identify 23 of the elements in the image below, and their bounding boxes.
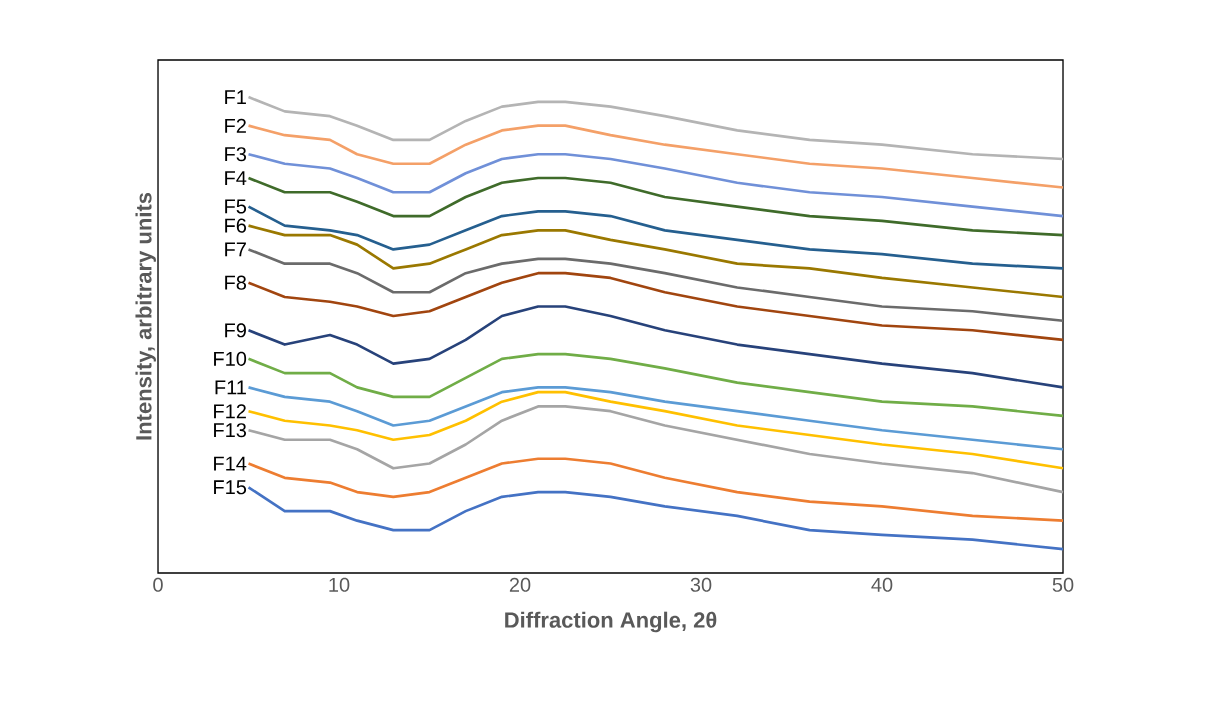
x-tick-label: 0 bbox=[153, 577, 163, 592]
series-label: F4 bbox=[225, 171, 247, 185]
series-label: F1 bbox=[225, 90, 246, 104]
x-tick-label: 50 bbox=[1052, 577, 1074, 592]
x-tick-label: 40 bbox=[871, 577, 893, 592]
series-label: F12 bbox=[214, 404, 246, 419]
x-tick-label: 10 bbox=[329, 577, 350, 592]
series-label: F3 bbox=[225, 147, 247, 162]
series-label: F13 bbox=[214, 423, 247, 438]
series-label: F15 bbox=[214, 480, 247, 495]
x-tick-label: 30 bbox=[690, 577, 712, 592]
series-label: F9 bbox=[225, 323, 246, 338]
series-label: F11 bbox=[215, 380, 246, 395]
series-label: F14 bbox=[214, 456, 247, 471]
x-tick-label: 20 bbox=[509, 577, 531, 592]
series-label: F7 bbox=[225, 242, 246, 257]
series-label: F8 bbox=[225, 275, 247, 290]
series-label: F10 bbox=[214, 351, 247, 366]
series-label: F2 bbox=[225, 118, 246, 133]
series-label: F6 bbox=[225, 218, 247, 233]
y-axis-title: Intensity, arbitrary units bbox=[135, 192, 156, 440]
x-axis-title: Diffraction Angle, 2θ bbox=[505, 611, 717, 633]
series-label: F5 bbox=[225, 199, 247, 214]
